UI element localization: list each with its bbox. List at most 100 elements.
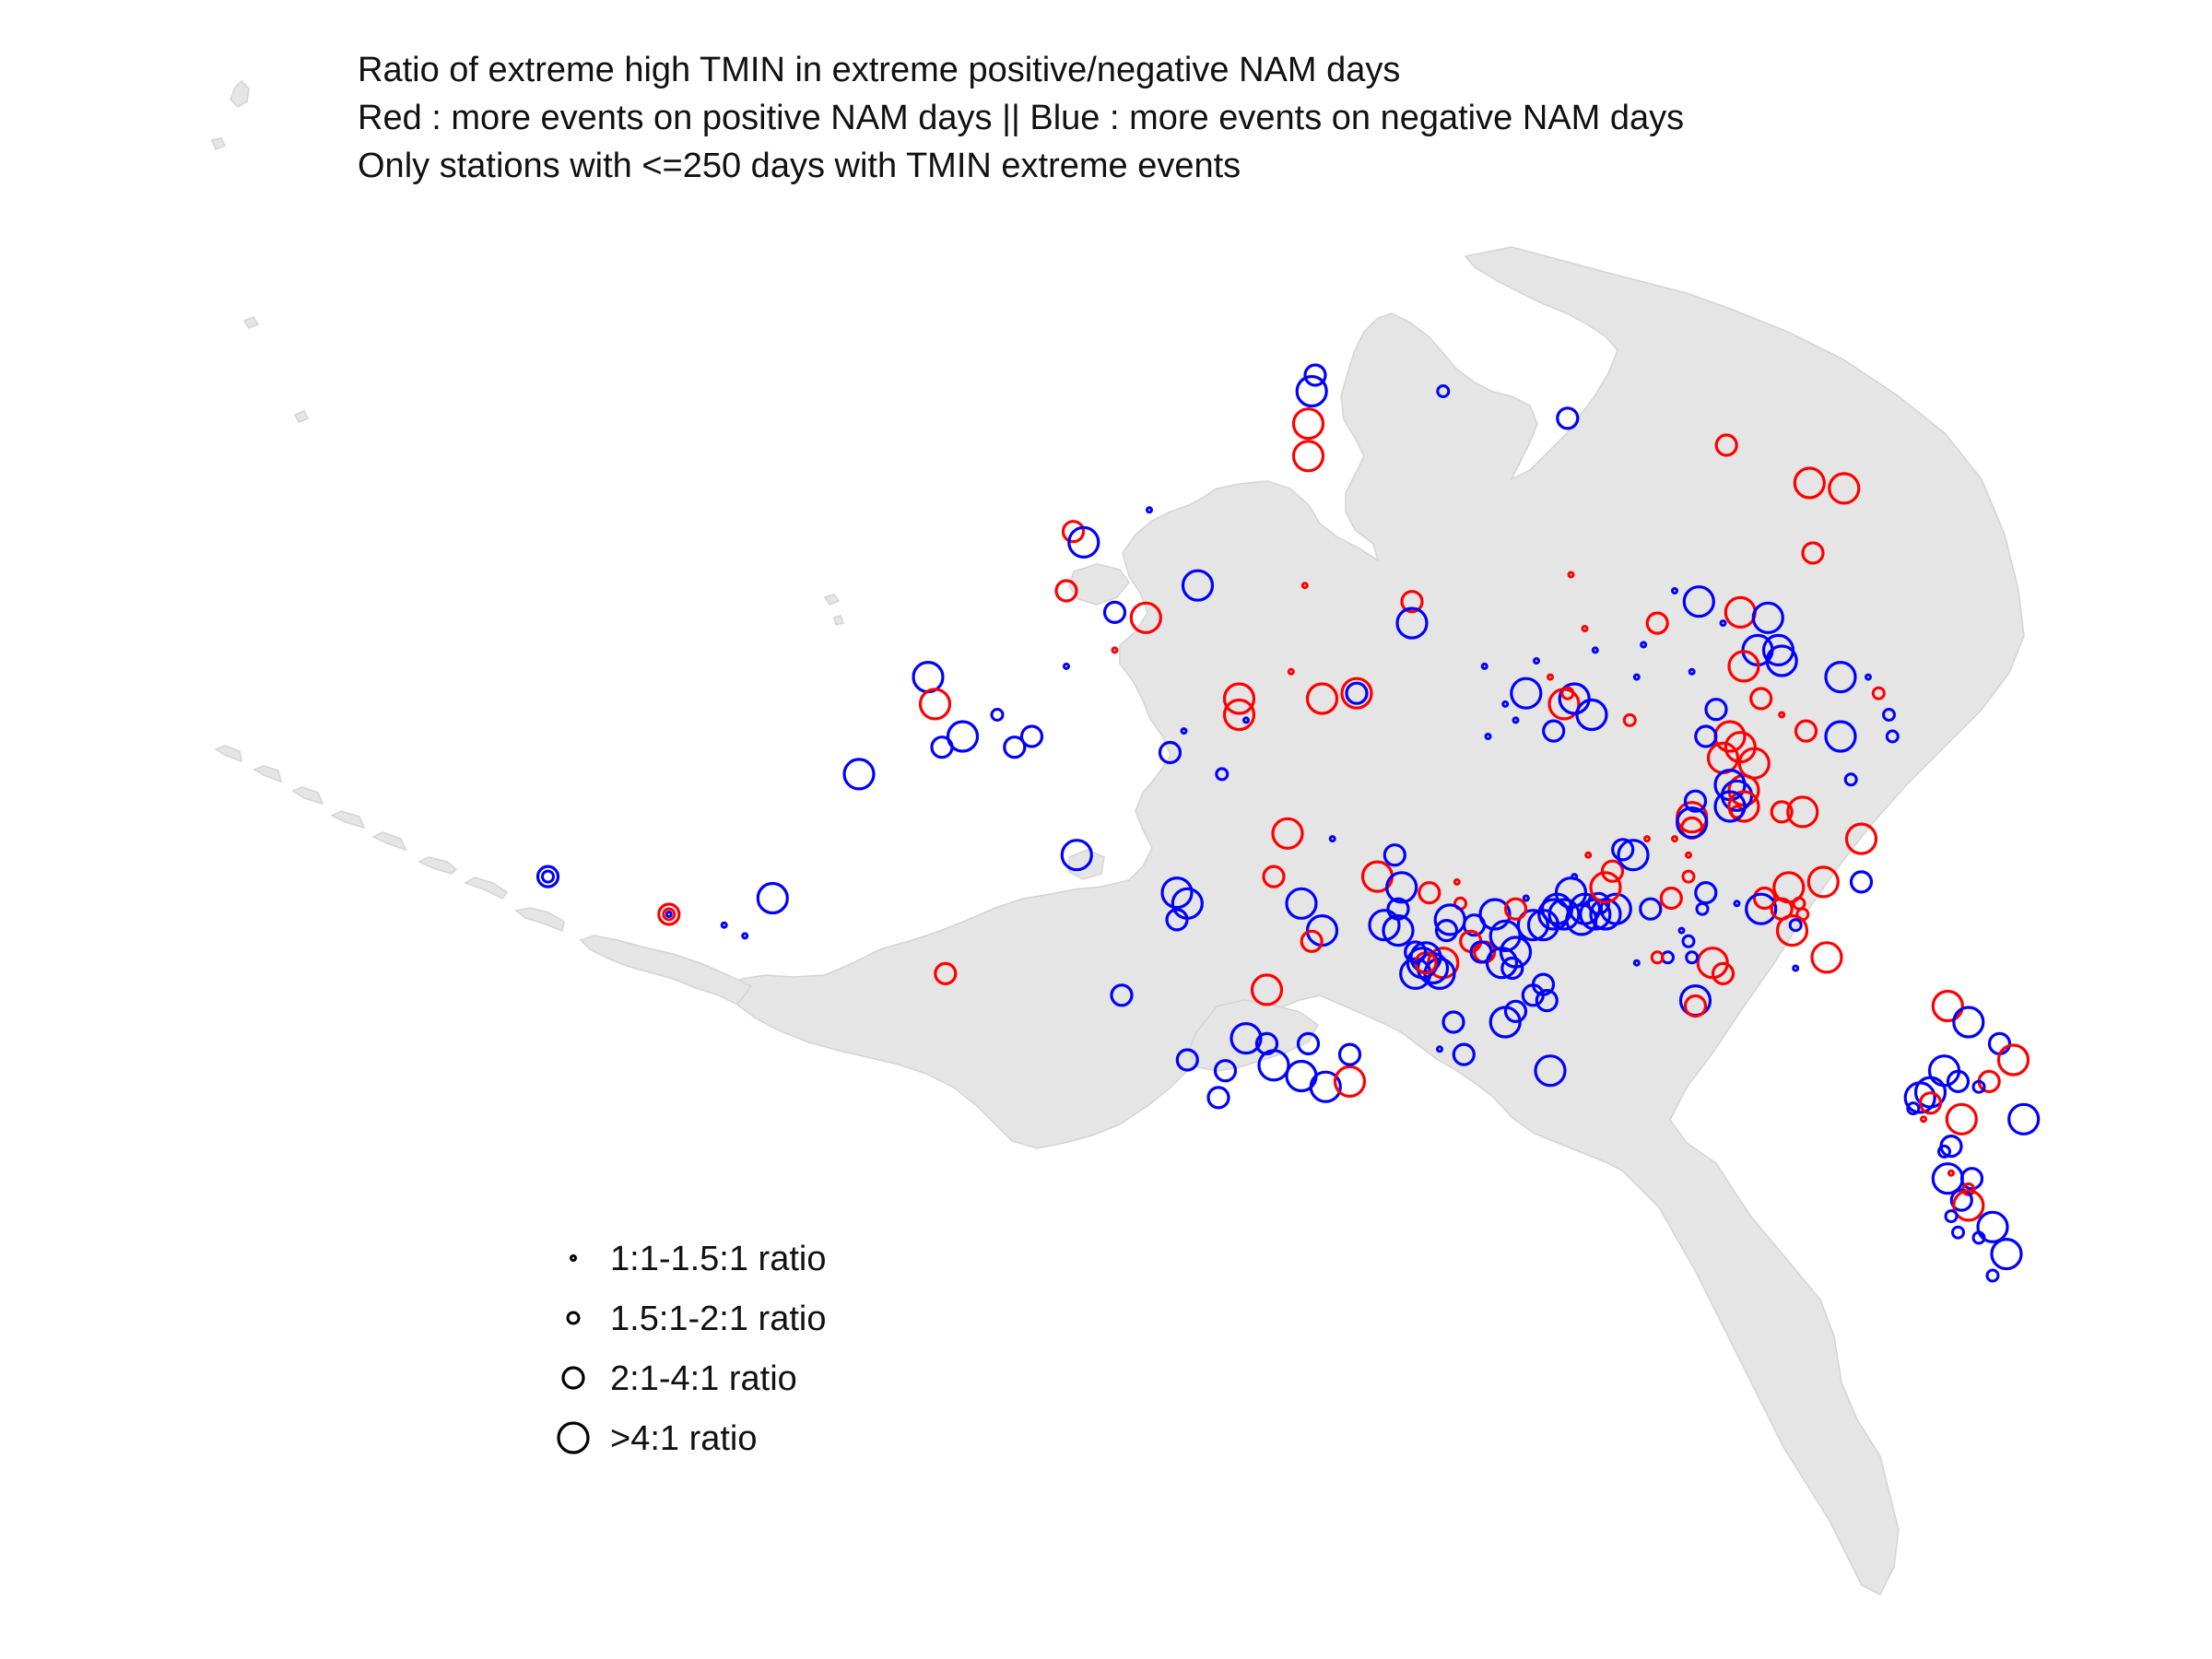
legend-symbol [570,1254,577,1262]
station-marker [1882,708,1896,722]
station-marker [720,921,728,929]
station-marker [1285,887,1318,920]
station-marker [1801,541,1825,565]
station-marker [1382,843,1406,867]
station-marker [1788,918,1803,933]
station-marker [1793,466,1826,500]
station-marker [1535,988,1559,1013]
station-marker [1749,687,1773,711]
station-marker [1971,1230,1986,1245]
station-marker [1516,909,1549,942]
station-marker [1510,677,1543,710]
station-marker [1865,673,1872,681]
station-marker [1262,865,1286,888]
station-marker [1987,1031,2012,1056]
station-marker [1632,673,1641,681]
station-marker [1639,897,1663,921]
station-marker [1291,440,1325,473]
station-marker [1643,835,1651,843]
station-marker [1102,600,1127,625]
station-marker [1181,569,1215,602]
station-marker [1937,1144,1951,1159]
station-marker [1600,859,1625,883]
stations-layer [535,363,2041,1283]
station-marker [1309,1070,1342,1103]
station-marker [1333,1065,1367,1099]
station-marker [918,688,952,721]
station-marker [1714,433,1738,457]
station-marker [1947,1169,1955,1177]
station-marker [1586,891,1611,915]
station-marker [1250,973,1284,1006]
station-marker [1949,1188,1973,1212]
station-marker [1944,1209,1959,1224]
station-marker [1792,964,1800,972]
station-marker [1385,871,1418,904]
station-marker [1885,729,1900,744]
station-marker [1567,571,1575,579]
station-marker [1180,727,1188,735]
station-marker [1230,1021,1263,1055]
station-marker [1696,947,1729,980]
western-islets [210,79,310,423]
station-marker [1400,590,1424,614]
station-marker [1810,941,1843,974]
station-marker [1206,1086,1230,1110]
station-marker [1534,1054,1567,1088]
station-marker [1500,956,1524,981]
station-marker [1711,961,1735,986]
station-marker [1382,913,1415,947]
station-marker [1589,871,1622,904]
station-marker [1584,851,1593,859]
station-marker [1761,633,1795,667]
station-marker [1434,918,1459,943]
station-marker [1488,1006,1522,1039]
station-marker [1271,817,1304,850]
station-marker [1542,719,1566,743]
station-marker [1300,929,1324,953]
station-marker [1003,735,1027,759]
station-marker [1575,698,1608,732]
station-marker [1165,908,1189,932]
kodiak-island [1188,999,1319,1072]
land-layer [210,79,2025,1596]
pribilof-islands [823,594,844,626]
station-marker [1453,877,1461,886]
station-marker [1713,790,1747,823]
station-marker [1345,681,1369,705]
legend-symbol [566,1311,581,1325]
legend-symbol [561,1366,585,1390]
station-marker [1591,646,1599,654]
station-marker [1828,472,1861,505]
station-marker [1659,886,1683,911]
station-marker [1727,650,1760,683]
station-marker [1581,625,1589,632]
station-marker [657,902,681,926]
station-marker [1683,789,1708,813]
station-marker [1677,926,1686,935]
station-marker [1146,506,1153,514]
station-marker [1558,682,1591,715]
station-marker [1903,1081,1936,1114]
station-marker [1971,1079,1986,1094]
station-marker [741,932,749,940]
station-marker [1849,870,1874,894]
station-marker [1772,871,1806,904]
station-marker [1931,989,1964,1023]
station-marker [1681,869,1696,884]
station-marker [1436,1045,1443,1053]
st-lawrence-island [1068,563,1130,606]
station-marker [1952,1189,1985,1222]
station-marker [1952,1006,1985,1039]
station-marker [1918,1091,1943,1115]
station-marker [1499,935,1533,969]
station-marker [1484,733,1492,740]
station-marker [990,708,1005,722]
station-marker [1976,1210,2009,1243]
station-marker [1906,1101,1921,1116]
station-marker [1067,525,1100,559]
station-marker [1560,686,1575,700]
legend-label: 1.5:1-2:1 ratio [610,1300,826,1338]
station-marker [1931,1162,1964,1195]
station-marker [1685,950,1700,965]
